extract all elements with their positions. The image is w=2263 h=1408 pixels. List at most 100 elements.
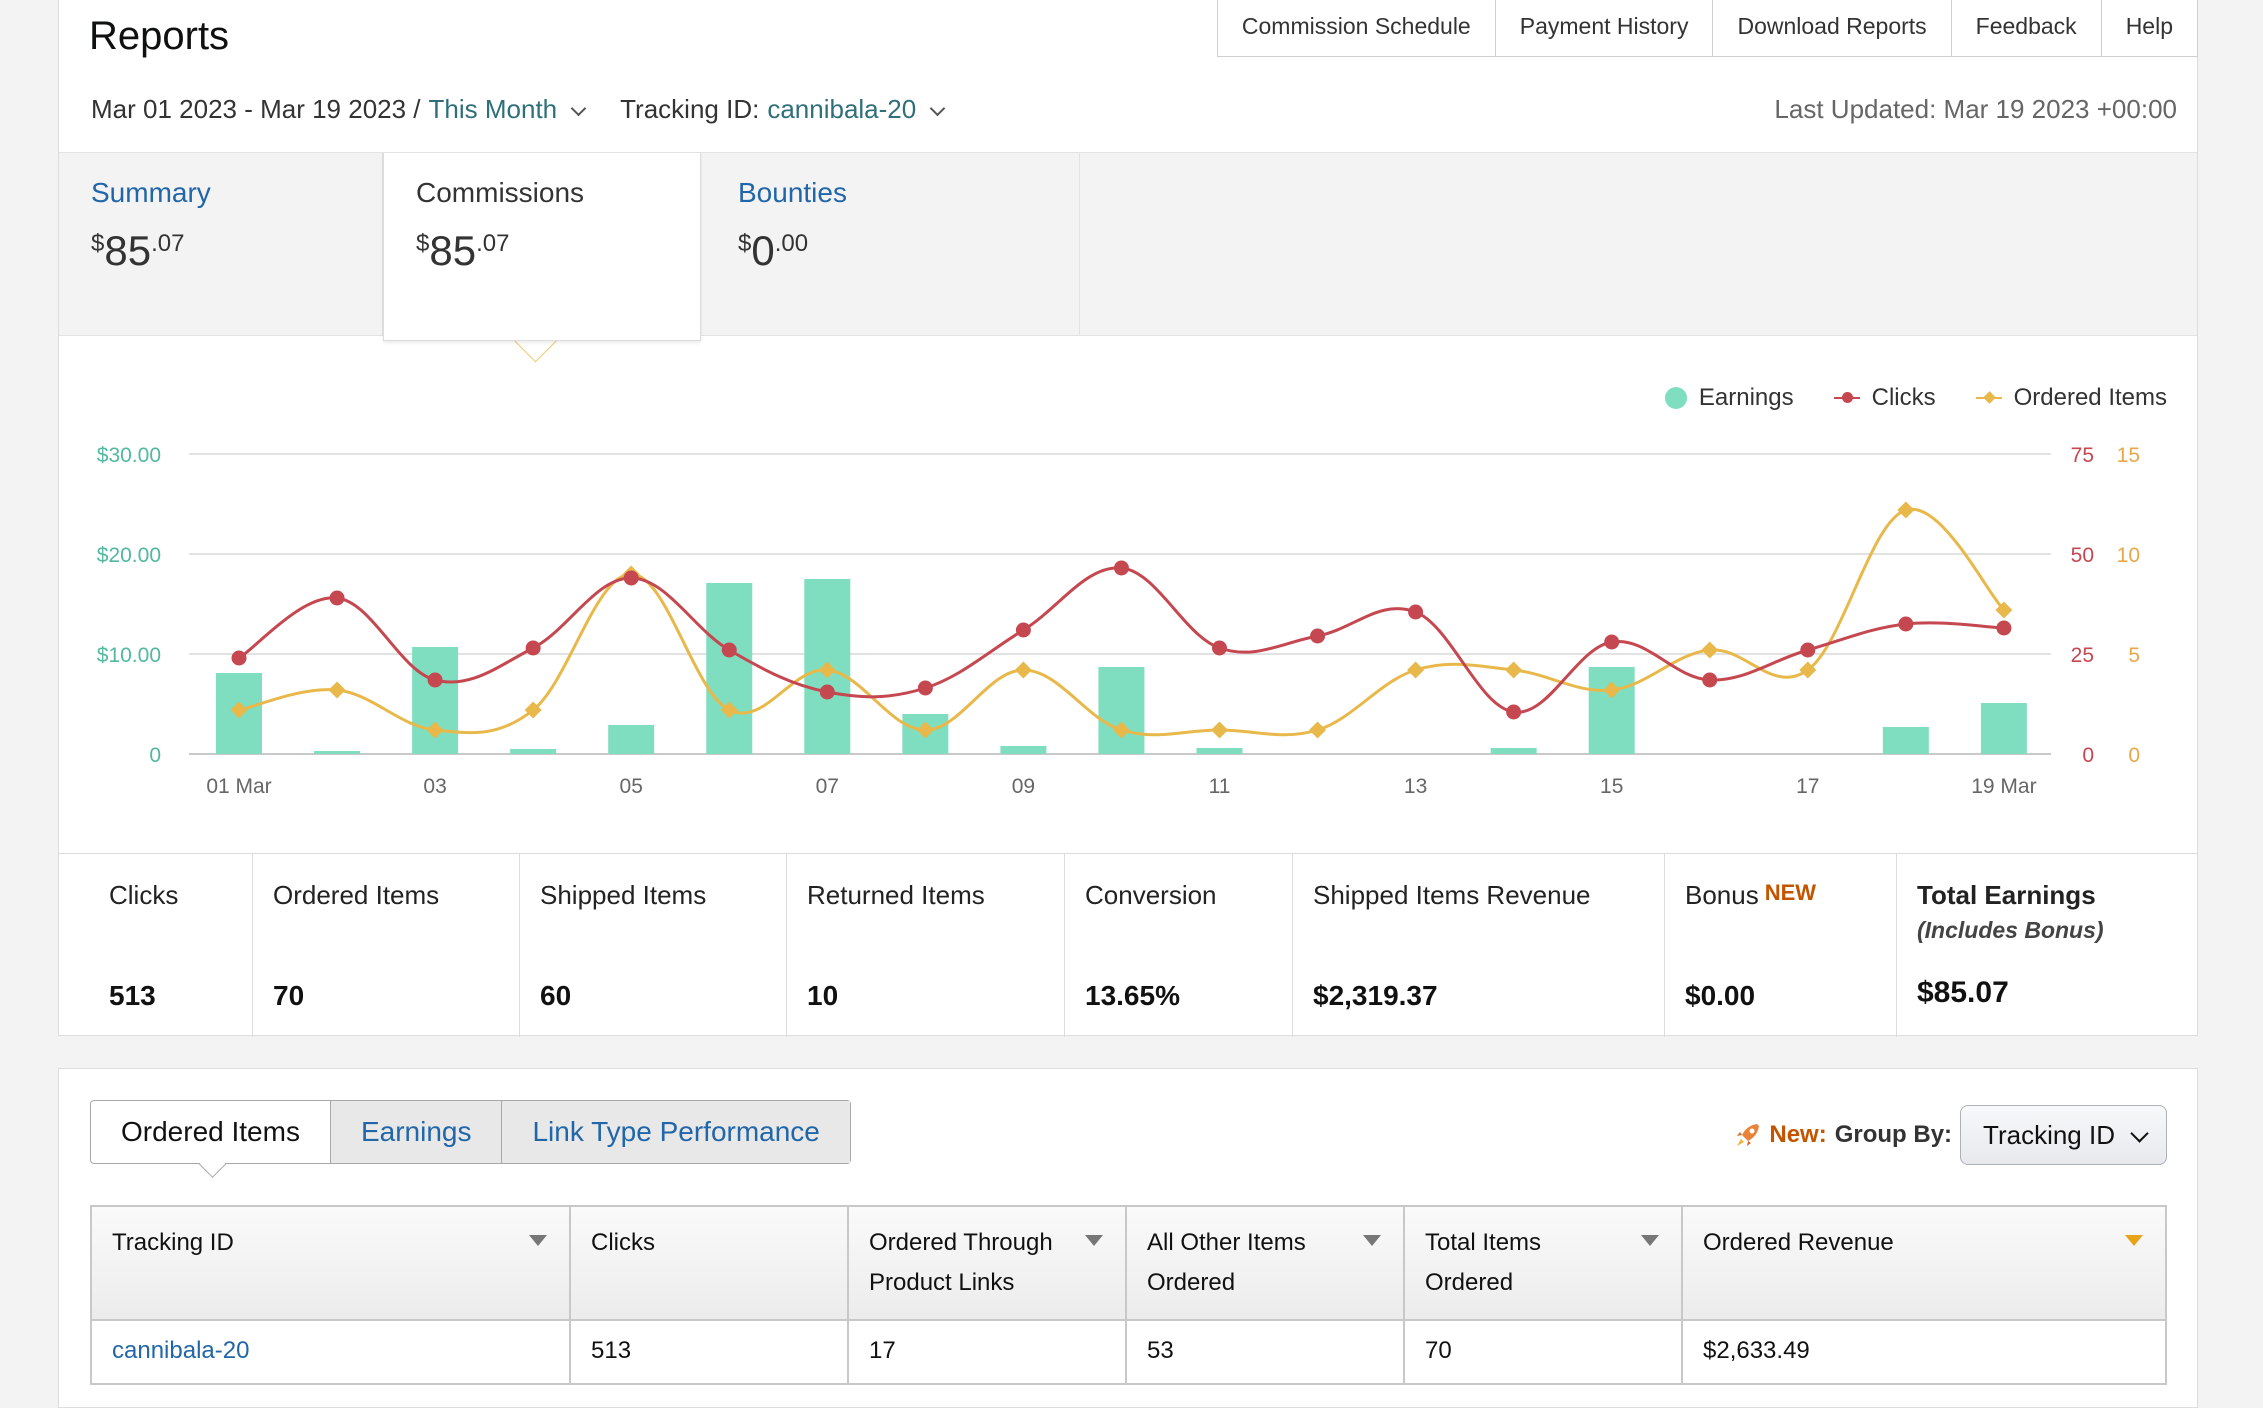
clicks-point xyxy=(1996,620,2012,636)
filter-row: Mar 01 2023 - Mar 19 2023 / This Month T… xyxy=(91,94,946,125)
y-tick-orders: 10 xyxy=(2117,544,2140,567)
amount-cents: .07 xyxy=(476,230,510,257)
col-ordered-revenue[interactable]: Ordered Revenue xyxy=(1681,1205,2167,1321)
date-range-text: Mar 01 2023 - Mar 19 2023 / xyxy=(91,94,421,124)
x-tick-label: 09 xyxy=(1012,775,1035,798)
stat-conversion: Conversion 13.65% xyxy=(1065,854,1293,1037)
group-by-select[interactable]: Tracking ID xyxy=(1960,1105,2167,1165)
clicks-point xyxy=(623,570,639,586)
x-tick-label: 17 xyxy=(1796,775,1819,798)
stats-row: Clicks 513 Ordered Items 70 Shipped Item… xyxy=(59,853,2197,1037)
clicks-point xyxy=(1898,616,1914,632)
group-by-value: Tracking ID xyxy=(1983,1119,2115,1150)
stat-value: 70 xyxy=(273,980,305,1011)
sort-arrow-icon[interactable] xyxy=(1641,1235,1659,1246)
col-ordered-through-product-links[interactable]: Ordered Through Product Links xyxy=(847,1205,1127,1321)
sort-arrow-icon[interactable] xyxy=(2125,1235,2143,1246)
feedback-link[interactable]: Feedback xyxy=(1950,0,2101,56)
tab-summary-label: Summary xyxy=(91,177,211,208)
date-preset-dropdown[interactable]: This Month xyxy=(428,94,587,125)
y-tick-clicks: 0 xyxy=(2082,744,2094,767)
y-tick-earnings: $20.00 xyxy=(97,544,161,567)
tab-ordered-items[interactable]: Ordered Items xyxy=(91,1101,330,1163)
legend-clicks-label: Clicks xyxy=(1871,384,1936,411)
col-all-other-items-ordered[interactable]: All Other Items Ordered xyxy=(1125,1205,1405,1321)
clicks-point xyxy=(1015,622,1031,638)
ordered-items-point xyxy=(1211,721,1228,739)
sort-arrow-icon[interactable] xyxy=(1363,1235,1381,1246)
amount-whole: 85 xyxy=(429,227,477,274)
sort-arrow-icon[interactable] xyxy=(1085,1235,1103,1246)
last-updated: Last Updated: Mar 19 2023 +00:00 xyxy=(1774,94,2177,124)
clicks-point xyxy=(231,650,247,666)
x-tick-label: 01 Mar xyxy=(206,775,271,798)
col-label: Ordered Revenue xyxy=(1703,1229,1894,1256)
bonus-label: Bonus xyxy=(1685,880,1759,910)
clicks-point xyxy=(1800,642,1816,658)
clicks-point xyxy=(1702,672,1718,688)
commission-schedule-link[interactable]: Commission Schedule xyxy=(1241,13,1471,39)
earnings-bar xyxy=(1980,703,2027,754)
stat-shipped-items: Shipped Items 60 xyxy=(520,854,787,1037)
clicks-point xyxy=(427,672,443,688)
stat-bonus: Bonus NEW $0.00 xyxy=(1665,854,1897,1037)
includes-bonus-note: (Includes Bonus) xyxy=(1917,917,2104,943)
date-preset-label: This Month xyxy=(428,94,558,124)
legend-ordered-items[interactable]: Ordered Items xyxy=(1975,384,2167,412)
chevron-down-icon xyxy=(2130,1123,2149,1143)
tab-bounties[interactable]: Bounties $0.00 xyxy=(706,153,1080,335)
stat-value: $0.00 xyxy=(1685,980,1756,1011)
earnings-bar xyxy=(1882,727,1929,754)
legend-earnings[interactable]: Earnings xyxy=(1664,384,1794,412)
col-clicks[interactable]: Clicks xyxy=(569,1205,849,1321)
x-tick-label: 11 xyxy=(1209,775,1231,798)
sort-arrow-icon[interactable] xyxy=(529,1235,547,1246)
col-tracking-id[interactable]: Tracking ID xyxy=(90,1205,571,1321)
page-title: Reports xyxy=(89,14,230,58)
stat-value: 513 xyxy=(109,980,156,1011)
ordered-items-point xyxy=(1897,501,1915,519)
clicks-point xyxy=(1212,640,1227,656)
tracking-id-label: Tracking ID: xyxy=(620,94,760,124)
earnings-bar xyxy=(1490,748,1537,754)
tracking-id-link[interactable]: cannibala-20 xyxy=(112,1337,250,1364)
clicks-point xyxy=(1604,634,1620,650)
tab-commissions-label: Commissions xyxy=(416,177,585,208)
x-tick-label: 05 xyxy=(620,775,643,798)
y-tick-earnings: 0 xyxy=(149,744,161,767)
clicks-point xyxy=(819,684,835,700)
tracking-table: Tracking ID Clicks Ordered Through Produ… xyxy=(90,1205,2167,1385)
tracking-id-dropdown[interactable]: cannibala-20 xyxy=(767,94,946,125)
ordered-items-point xyxy=(1603,681,1621,699)
cell-total-items: 70 xyxy=(1403,1319,1683,1385)
earnings-bar xyxy=(314,751,361,754)
tab-commissions[interactable]: Commissions $85.07 xyxy=(383,153,701,341)
stat-total-earnings: Total Earnings (Includes Bonus) $85.07 xyxy=(1897,854,2197,1037)
currency-symbol: $ xyxy=(738,230,752,257)
y-tick-earnings: $10.00 xyxy=(97,644,161,667)
clicks-point xyxy=(1310,628,1326,644)
group-by-control: New: Group By: Tracking ID xyxy=(1733,1105,2167,1165)
legend-clicks[interactable]: Clicks xyxy=(1833,384,1936,412)
amount-cents: .00 xyxy=(774,230,809,257)
col-total-items-ordered[interactable]: Total Items Ordered xyxy=(1403,1205,1683,1321)
payment-history-link[interactable]: Payment History xyxy=(1494,0,1713,56)
download-reports-link[interactable]: Download Reports xyxy=(1712,0,1950,56)
tab-link-type-performance[interactable]: Link Type Performance xyxy=(501,1101,850,1163)
col-label: Ordered Through Product Links xyxy=(869,1229,1053,1296)
col-label: Clicks xyxy=(591,1229,655,1256)
earnings-bar xyxy=(706,583,753,754)
ordered-items-point xyxy=(1505,661,1523,679)
help-link[interactable]: Help xyxy=(2100,0,2197,56)
new-label: New: xyxy=(1769,1121,1827,1148)
amount-cents: .07 xyxy=(151,230,185,257)
tab-summary[interactable]: Summary $85.07 xyxy=(59,153,383,335)
earnings-bar xyxy=(608,725,655,754)
table-row: cannibala-20 513 17 53 70 $2,633.49 xyxy=(90,1319,2167,1385)
tab-earnings[interactable]: Earnings xyxy=(329,1101,502,1163)
cell-tracking-id[interactable]: cannibala-20 xyxy=(90,1319,571,1385)
earnings-bar xyxy=(1098,667,1145,754)
stat-label: Total Earnings xyxy=(1917,880,2096,910)
clicks-point xyxy=(329,590,345,606)
earnings-bar xyxy=(510,749,557,754)
